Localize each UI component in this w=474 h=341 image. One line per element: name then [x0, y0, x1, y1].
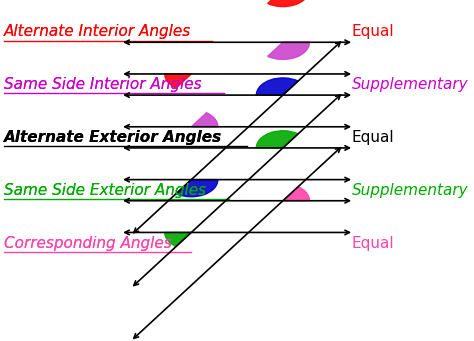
- Text: Same Side Interior Angles: Same Side Interior Angles: [4, 77, 202, 92]
- Text: Same Side Exterior Angles: Same Side Exterior Angles: [4, 183, 206, 198]
- Wedge shape: [165, 74, 191, 88]
- Wedge shape: [268, 42, 310, 59]
- Wedge shape: [165, 233, 191, 247]
- Wedge shape: [191, 113, 218, 127]
- Text: Equal: Equal: [352, 130, 394, 145]
- Text: Equal: Equal: [352, 24, 394, 39]
- Text: Same Side Exterior Angles: Same Side Exterior Angles: [4, 183, 206, 198]
- Text: Corresponding Angles: Corresponding Angles: [4, 236, 172, 251]
- Wedge shape: [256, 78, 298, 95]
- Wedge shape: [268, 0, 310, 6]
- Text: Supplementary: Supplementary: [352, 77, 468, 92]
- Text: Equal: Equal: [352, 236, 394, 251]
- Text: Corresponding Angles: Corresponding Angles: [4, 236, 172, 251]
- Text: Alternate Interior Angles: Alternate Interior Angles: [4, 24, 191, 39]
- Wedge shape: [191, 271, 218, 285]
- Text: Supplementary: Supplementary: [352, 183, 468, 198]
- Text: Alternate Exterior Angles: Alternate Exterior Angles: [4, 130, 222, 145]
- Wedge shape: [256, 131, 298, 148]
- Text: Alternate Interior Angles: Alternate Interior Angles: [4, 24, 191, 39]
- Text: Same Side Interior Angles: Same Side Interior Angles: [4, 77, 202, 92]
- Wedge shape: [283, 187, 310, 201]
- Wedge shape: [176, 180, 218, 197]
- Text: Alternate Exterior Angles: Alternate Exterior Angles: [4, 130, 222, 145]
